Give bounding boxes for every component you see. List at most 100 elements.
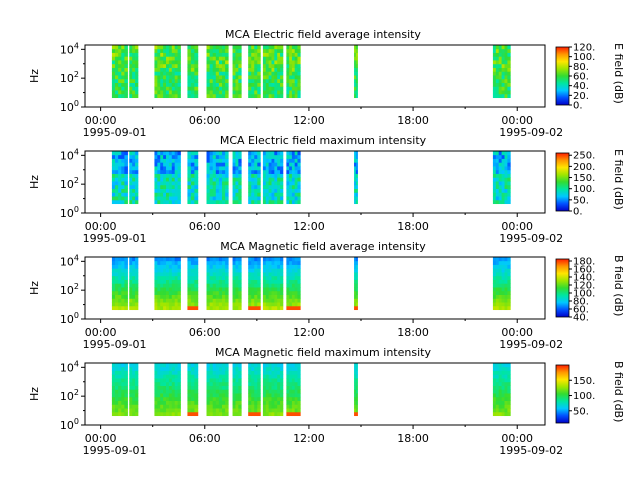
heatmap-cell bbox=[154, 196, 158, 201]
heatmap-cell bbox=[209, 82, 214, 87]
heatmap-cell bbox=[286, 404, 290, 409]
heatmap-cell bbox=[294, 188, 298, 193]
heatmap-cell bbox=[129, 86, 133, 91]
heatmap-cell bbox=[115, 151, 119, 156]
heatmap-cell bbox=[265, 272, 270, 277]
heatmap-cell bbox=[495, 154, 500, 159]
heatmap-cell bbox=[294, 192, 298, 197]
heatmap-cell bbox=[115, 404, 119, 409]
heatmap-cell bbox=[157, 45, 161, 50]
date-end-label: 1995-09-02 bbox=[499, 126, 563, 139]
heatmap-cell bbox=[251, 52, 255, 57]
heatmap-cell bbox=[235, 93, 239, 99]
heatmap-cell bbox=[225, 287, 229, 292]
heatmap-cell bbox=[257, 151, 261, 156]
heatmap-cell bbox=[206, 302, 211, 307]
heatmap-cell bbox=[121, 93, 125, 99]
heatmap-cell bbox=[111, 93, 116, 99]
heatmap-cell bbox=[129, 82, 133, 87]
heatmap-cell bbox=[238, 294, 242, 299]
heatmap-cell bbox=[251, 45, 255, 50]
heatmap-cell bbox=[209, 305, 214, 311]
heatmap-cell bbox=[257, 363, 261, 368]
heatmap-cell bbox=[115, 181, 119, 186]
heatmap-cell bbox=[297, 82, 301, 87]
colorbar-tick-label: 120. bbox=[573, 281, 595, 292]
heatmap-cell bbox=[160, 60, 164, 65]
heatmap-cell bbox=[495, 151, 500, 156]
heatmap-cell bbox=[257, 272, 261, 277]
heatmap-cell bbox=[291, 177, 296, 182]
heatmap-cell bbox=[268, 396, 272, 401]
heatmap-cell bbox=[160, 188, 164, 193]
heatmap-cell bbox=[501, 268, 505, 273]
heatmap-cell bbox=[504, 162, 508, 167]
heatmap-cell bbox=[265, 63, 270, 68]
heatmap-cell bbox=[492, 60, 497, 65]
heatmap-cell bbox=[129, 363, 133, 368]
heatmap-cell bbox=[171, 192, 176, 197]
heatmap-cell bbox=[251, 169, 255, 174]
heatmap-cell bbox=[190, 272, 195, 277]
heatmap-cell bbox=[254, 196, 258, 201]
heatmap-cell bbox=[355, 366, 358, 371]
heatmap-cell bbox=[206, 298, 211, 303]
heatmap-cell bbox=[132, 363, 136, 368]
heatmap-cell bbox=[215, 181, 220, 186]
heatmap-cell bbox=[218, 381, 223, 386]
heatmap-cell bbox=[501, 192, 505, 197]
heatmap-cell bbox=[163, 370, 167, 375]
heatmap-cell bbox=[492, 173, 497, 178]
heatmap-cell bbox=[166, 389, 170, 394]
heatmap-cell bbox=[215, 166, 220, 171]
heatmap-cell bbox=[132, 294, 136, 299]
heatmap-cell bbox=[248, 169, 252, 174]
heatmap-cell bbox=[504, 279, 508, 284]
heatmap-cell bbox=[206, 93, 211, 99]
heatmap-cell bbox=[121, 162, 125, 167]
heatmap-cell bbox=[190, 378, 195, 383]
heatmap-cell bbox=[291, 63, 296, 68]
heatmap-cell bbox=[238, 93, 242, 99]
heatmap-cell bbox=[294, 275, 298, 280]
heatmap-cell bbox=[215, 389, 220, 394]
heatmap-cell bbox=[206, 199, 211, 205]
heatmap-cell bbox=[238, 257, 242, 262]
heatmap-cell bbox=[222, 257, 226, 262]
heatmap-cell bbox=[235, 71, 239, 76]
heatmap-cell bbox=[232, 67, 236, 72]
heatmap-cell bbox=[187, 272, 192, 277]
heatmap-cell bbox=[501, 184, 505, 189]
heatmap-cell bbox=[492, 86, 497, 91]
heatmap-cell bbox=[248, 385, 252, 390]
heatmap-cell bbox=[274, 188, 278, 193]
heatmap-cell bbox=[257, 381, 261, 386]
heatmap-cell bbox=[132, 52, 136, 57]
heatmap-cell bbox=[238, 396, 242, 401]
heatmap-cell bbox=[271, 400, 275, 405]
heatmap-cell bbox=[115, 52, 119, 57]
heatmap-cell bbox=[291, 90, 296, 95]
heatmap-cell bbox=[498, 279, 502, 284]
heatmap-cell bbox=[257, 56, 261, 61]
heatmap-cell bbox=[206, 151, 211, 156]
heatmap-cell bbox=[168, 408, 173, 413]
heatmap-cell bbox=[206, 385, 211, 390]
heatmap-cell bbox=[115, 56, 119, 61]
heatmap-cell bbox=[209, 374, 214, 379]
heatmap-cell bbox=[168, 298, 173, 303]
heatmap-cell bbox=[129, 166, 133, 171]
heatmap-cell bbox=[507, 75, 511, 80]
heatmap-cell bbox=[507, 86, 511, 91]
heatmap-cell bbox=[209, 366, 214, 371]
heatmap-cell bbox=[187, 268, 192, 273]
heatmap-cell bbox=[235, 45, 239, 50]
y-tick-label: 100 bbox=[60, 205, 79, 220]
heatmap-cell bbox=[166, 184, 170, 189]
heatmap-cell bbox=[129, 181, 133, 186]
heatmap-cell bbox=[194, 366, 199, 371]
heatmap-cell bbox=[238, 162, 242, 167]
heatmap-cell bbox=[257, 166, 261, 171]
heatmap-cell bbox=[297, 393, 301, 398]
heatmap-cell bbox=[257, 192, 261, 197]
